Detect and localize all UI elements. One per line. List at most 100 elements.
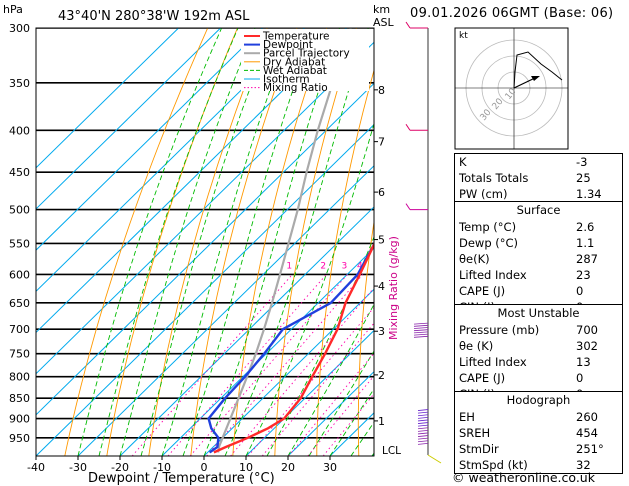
wind-barbs: [405, 21, 442, 464]
isotherm-line: [36, 123, 374, 456]
legend-label: Dewpoint: [263, 39, 313, 51]
legend-label: Wet Adiabat: [263, 65, 327, 77]
pressure-tick-label: 650: [9, 297, 30, 310]
isotherm-line: [36, 82, 374, 416]
temperature-tick-label: -10: [153, 461, 171, 474]
isotherm-line: [161, 247, 374, 456]
isotherm-line: [36, 41, 374, 375]
temperature-tick-label: 0: [201, 461, 208, 474]
wind-barb: [417, 422, 429, 424]
isotherm-line: [36, 28, 305, 292]
km-tick-label: 3: [378, 325, 385, 338]
mixing-ratio-line: [206, 274, 364, 456]
wind-barb: [417, 419, 429, 422]
mixing-ratio-label: 10: [407, 261, 419, 271]
surface-title: Surface: [516, 203, 561, 217]
indices-table: K -3 Totals Totals 25 PW (cm) 1.34: [454, 153, 623, 203]
skew-t-background-lines: [36, 28, 446, 456]
skew-t-profiles: 12346810152025: [207, 28, 419, 454]
legend-box: [241, 29, 369, 91]
isotherm-line: [287, 370, 374, 456]
wet-adiabat-line: [182, 28, 316, 456]
dewpoint-line: [207, 241, 374, 454]
mixing-ratio-line: [288, 352, 374, 456]
dry-adiabat-line: [316, 68, 374, 456]
legend-label: Isotherm: [263, 74, 310, 86]
wind-barb: [417, 411, 429, 414]
isotherm-line: [245, 329, 374, 456]
temperature-tick-label: -30: [69, 461, 87, 474]
surface-row: Dewp (°C) 1.1: [459, 236, 595, 250]
lcl-label: LCL: [382, 445, 401, 457]
pressure-tick-label: 300: [9, 22, 30, 35]
pressure-tick-label: 900: [9, 413, 30, 426]
km-tick-label: 4: [378, 280, 385, 293]
pressure-tick-label: 700: [9, 323, 30, 336]
surface-row: θe(K) 287: [459, 252, 598, 266]
wet-adiabat-line: [308, 350, 374, 456]
legend-label: Parcel Trajectory: [263, 48, 350, 60]
index-row-k: K -3: [459, 155, 588, 169]
hodograph-table: Hodograph EH 260 SREH 454 StmDir 251° StmSp…: [454, 391, 623, 474]
pressure-tick-label: 750: [9, 348, 30, 361]
wet-adiabat-line: [203, 28, 341, 456]
wind-barb: [417, 437, 429, 440]
hodograph-title: Hodograph: [506, 393, 571, 407]
temperature-tick-label: -40: [27, 461, 45, 474]
dry-adiabat-line: [357, 219, 374, 456]
km-tick-label: 6: [378, 186, 385, 199]
mixing-ratio-line: [307, 375, 374, 456]
isotherm-line: [77, 165, 374, 456]
skew-t-axes: 3003504004505005506006507007508008509009…: [9, 22, 337, 474]
wind-barb: [417, 440, 429, 443]
height-km-axis: 1 2 3 4 5 6 7 8: [374, 84, 385, 428]
parcel-trajectory-line: [217, 28, 352, 453]
mixing-ratio-line: [189, 274, 348, 456]
mixing-ratio-line: [131, 274, 293, 456]
pressure-unit-label: hPa: [3, 3, 23, 16]
most-unstable-row: CAPE (J) 0: [459, 371, 584, 385]
pressure-tick-label: 550: [9, 237, 30, 250]
surface-row: Lifted Index 23: [459, 268, 591, 282]
dry-adiabat-line: [64, 28, 209, 456]
km-tick-label: 7: [378, 136, 385, 149]
surface-row: CAPE (J) 0: [459, 284, 584, 298]
location-title: 43°40'N 280°38'W 192m ASL: [58, 9, 250, 24]
wind-barb-flag: [405, 123, 411, 131]
dry-adiabat-line: [106, 28, 238, 456]
x-axis-title: Dewpoint / Temperature (°C): [88, 471, 275, 486]
copyright: © weatheronline.co.uk: [452, 470, 595, 485]
dry-adiabat-line: [148, 28, 268, 456]
wind-barb-flag: [405, 21, 411, 29]
isotherm-line: [203, 288, 374, 456]
mixing-ratio-line: [230, 287, 374, 456]
wind-barb: [417, 424, 429, 427]
mixing-ratio-axis-title: Mixing Ratio (g/kg): [387, 236, 400, 340]
isotherm-line: [36, 28, 221, 210]
surface-table: Surface Temp (°C) 2.6 Dewp (°C) 1.1 θe(K) 2…: [454, 201, 623, 316]
mixing-ratio-label: 1: [286, 261, 292, 271]
hodograph-row: SREH 454: [459, 426, 598, 440]
dry-adiabat-line: [274, 28, 357, 456]
wind-barb-flag: [405, 203, 411, 210]
mixing-ratio-label: 4: [357, 261, 363, 271]
km-tick-label: 8: [378, 84, 385, 97]
mixing-ratio-line: [261, 322, 374, 456]
wind-barb: [417, 442, 429, 445]
hodograph-row: StmSpd (kt) 32: [459, 458, 591, 472]
wet-adiabat-line: [98, 28, 239, 456]
mixing-ratio-line: [167, 274, 327, 456]
temperature-tick-label: 20: [281, 461, 295, 474]
mixing-ratio-line: [247, 306, 374, 456]
run-time-header: 09.01.2026 06GMT (Base: 06): [410, 6, 614, 21]
wind-barb: [413, 327, 429, 329]
km-unit-label: km: [373, 3, 390, 16]
wind-barb: [413, 331, 429, 334]
mixing-ratio-line: [322, 393, 374, 456]
dry-adiabat-line: [399, 28, 446, 456]
km-tick-label: 1: [378, 415, 385, 428]
wind-barb: [417, 429, 429, 432]
wind-barb: [417, 432, 429, 435]
isotherm-line: [36, 28, 347, 334]
